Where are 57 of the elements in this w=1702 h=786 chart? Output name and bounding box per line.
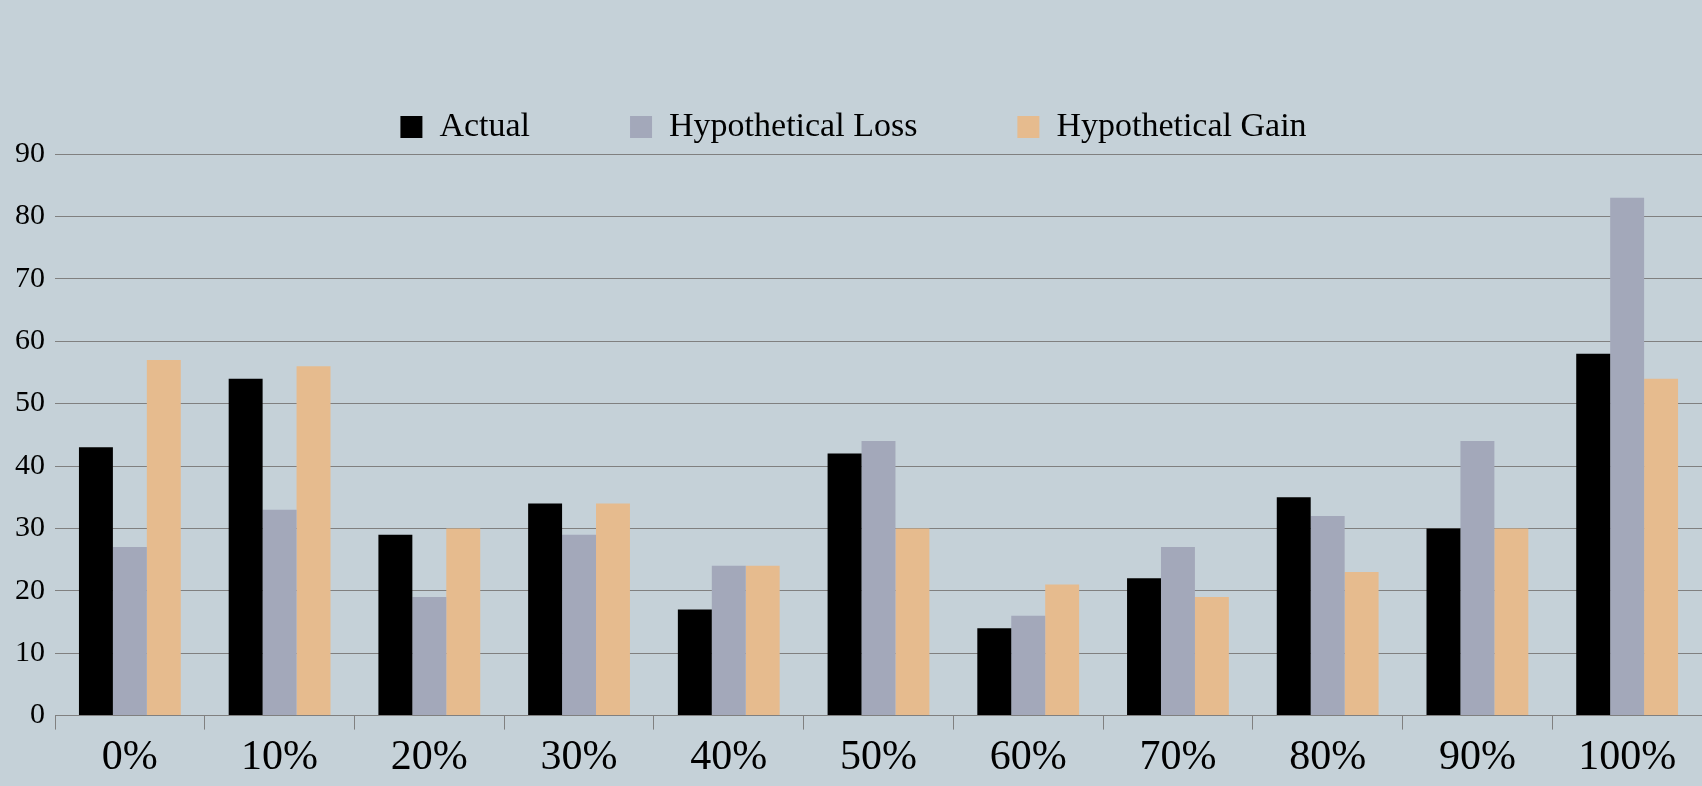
bar	[1494, 528, 1529, 716]
y-tick-label: 0	[30, 696, 45, 730]
bar	[745, 565, 780, 716]
x-tick-label: 10%	[241, 731, 319, 778]
bar	[378, 534, 413, 716]
bar	[1426, 528, 1461, 716]
bar	[1011, 615, 1046, 716]
y-tick-label: 90	[15, 134, 45, 168]
bar	[977, 628, 1012, 716]
bar	[446, 528, 481, 716]
bar	[1194, 597, 1229, 716]
y-tick-label: 50	[15, 384, 45, 418]
bar	[112, 547, 147, 716]
y-tick-label: 80	[15, 197, 45, 231]
y-tick-label: 20	[15, 571, 45, 605]
bar	[1045, 584, 1080, 716]
bar	[1310, 515, 1345, 716]
bar	[861, 441, 896, 716]
bar	[78, 447, 113, 716]
bar	[228, 378, 263, 716]
x-tick-label: 80%	[1289, 731, 1367, 778]
bar	[146, 359, 181, 716]
x-tick-label: 50%	[840, 731, 917, 778]
bar	[1127, 578, 1161, 716]
bar	[1576, 353, 1611, 716]
bar	[1610, 197, 1645, 716]
x-tick-label: 90%	[1438, 731, 1516, 778]
bar	[262, 509, 297, 716]
bar	[296, 366, 331, 716]
y-tick-label: 30	[15, 509, 45, 543]
bar	[562, 534, 597, 716]
x-tick-label: 40%	[690, 731, 768, 778]
bar	[827, 453, 862, 716]
bar	[1160, 547, 1195, 716]
y-tick-label: 70	[15, 259, 45, 293]
x-tick-label: 60%	[989, 731, 1067, 778]
bar	[711, 565, 746, 716]
y-tick-label: 40	[15, 446, 45, 480]
bar	[1344, 572, 1379, 716]
x-tick-label: 30%	[540, 731, 618, 778]
x-tick-label: 100%	[1578, 731, 1677, 778]
y-tick-label: 60	[15, 322, 45, 356]
x-tick-label: 0%	[101, 731, 158, 778]
y-tick-label: 10	[15, 634, 45, 668]
bar	[1276, 497, 1311, 716]
x-tick-label: 20%	[390, 731, 468, 778]
legend-label: Hypothetical Gain	[1056, 105, 1307, 143]
x-tick-label: 70%	[1139, 731, 1217, 778]
bar	[528, 503, 563, 716]
bar	[412, 597, 447, 716]
legend-label: Hypothetical Loss	[669, 105, 918, 143]
bar	[1460, 441, 1495, 716]
bar	[677, 609, 712, 716]
legend-label: Actual	[439, 105, 531, 143]
bar	[895, 528, 930, 716]
bar	[596, 503, 630, 716]
bar	[1644, 378, 1679, 716]
